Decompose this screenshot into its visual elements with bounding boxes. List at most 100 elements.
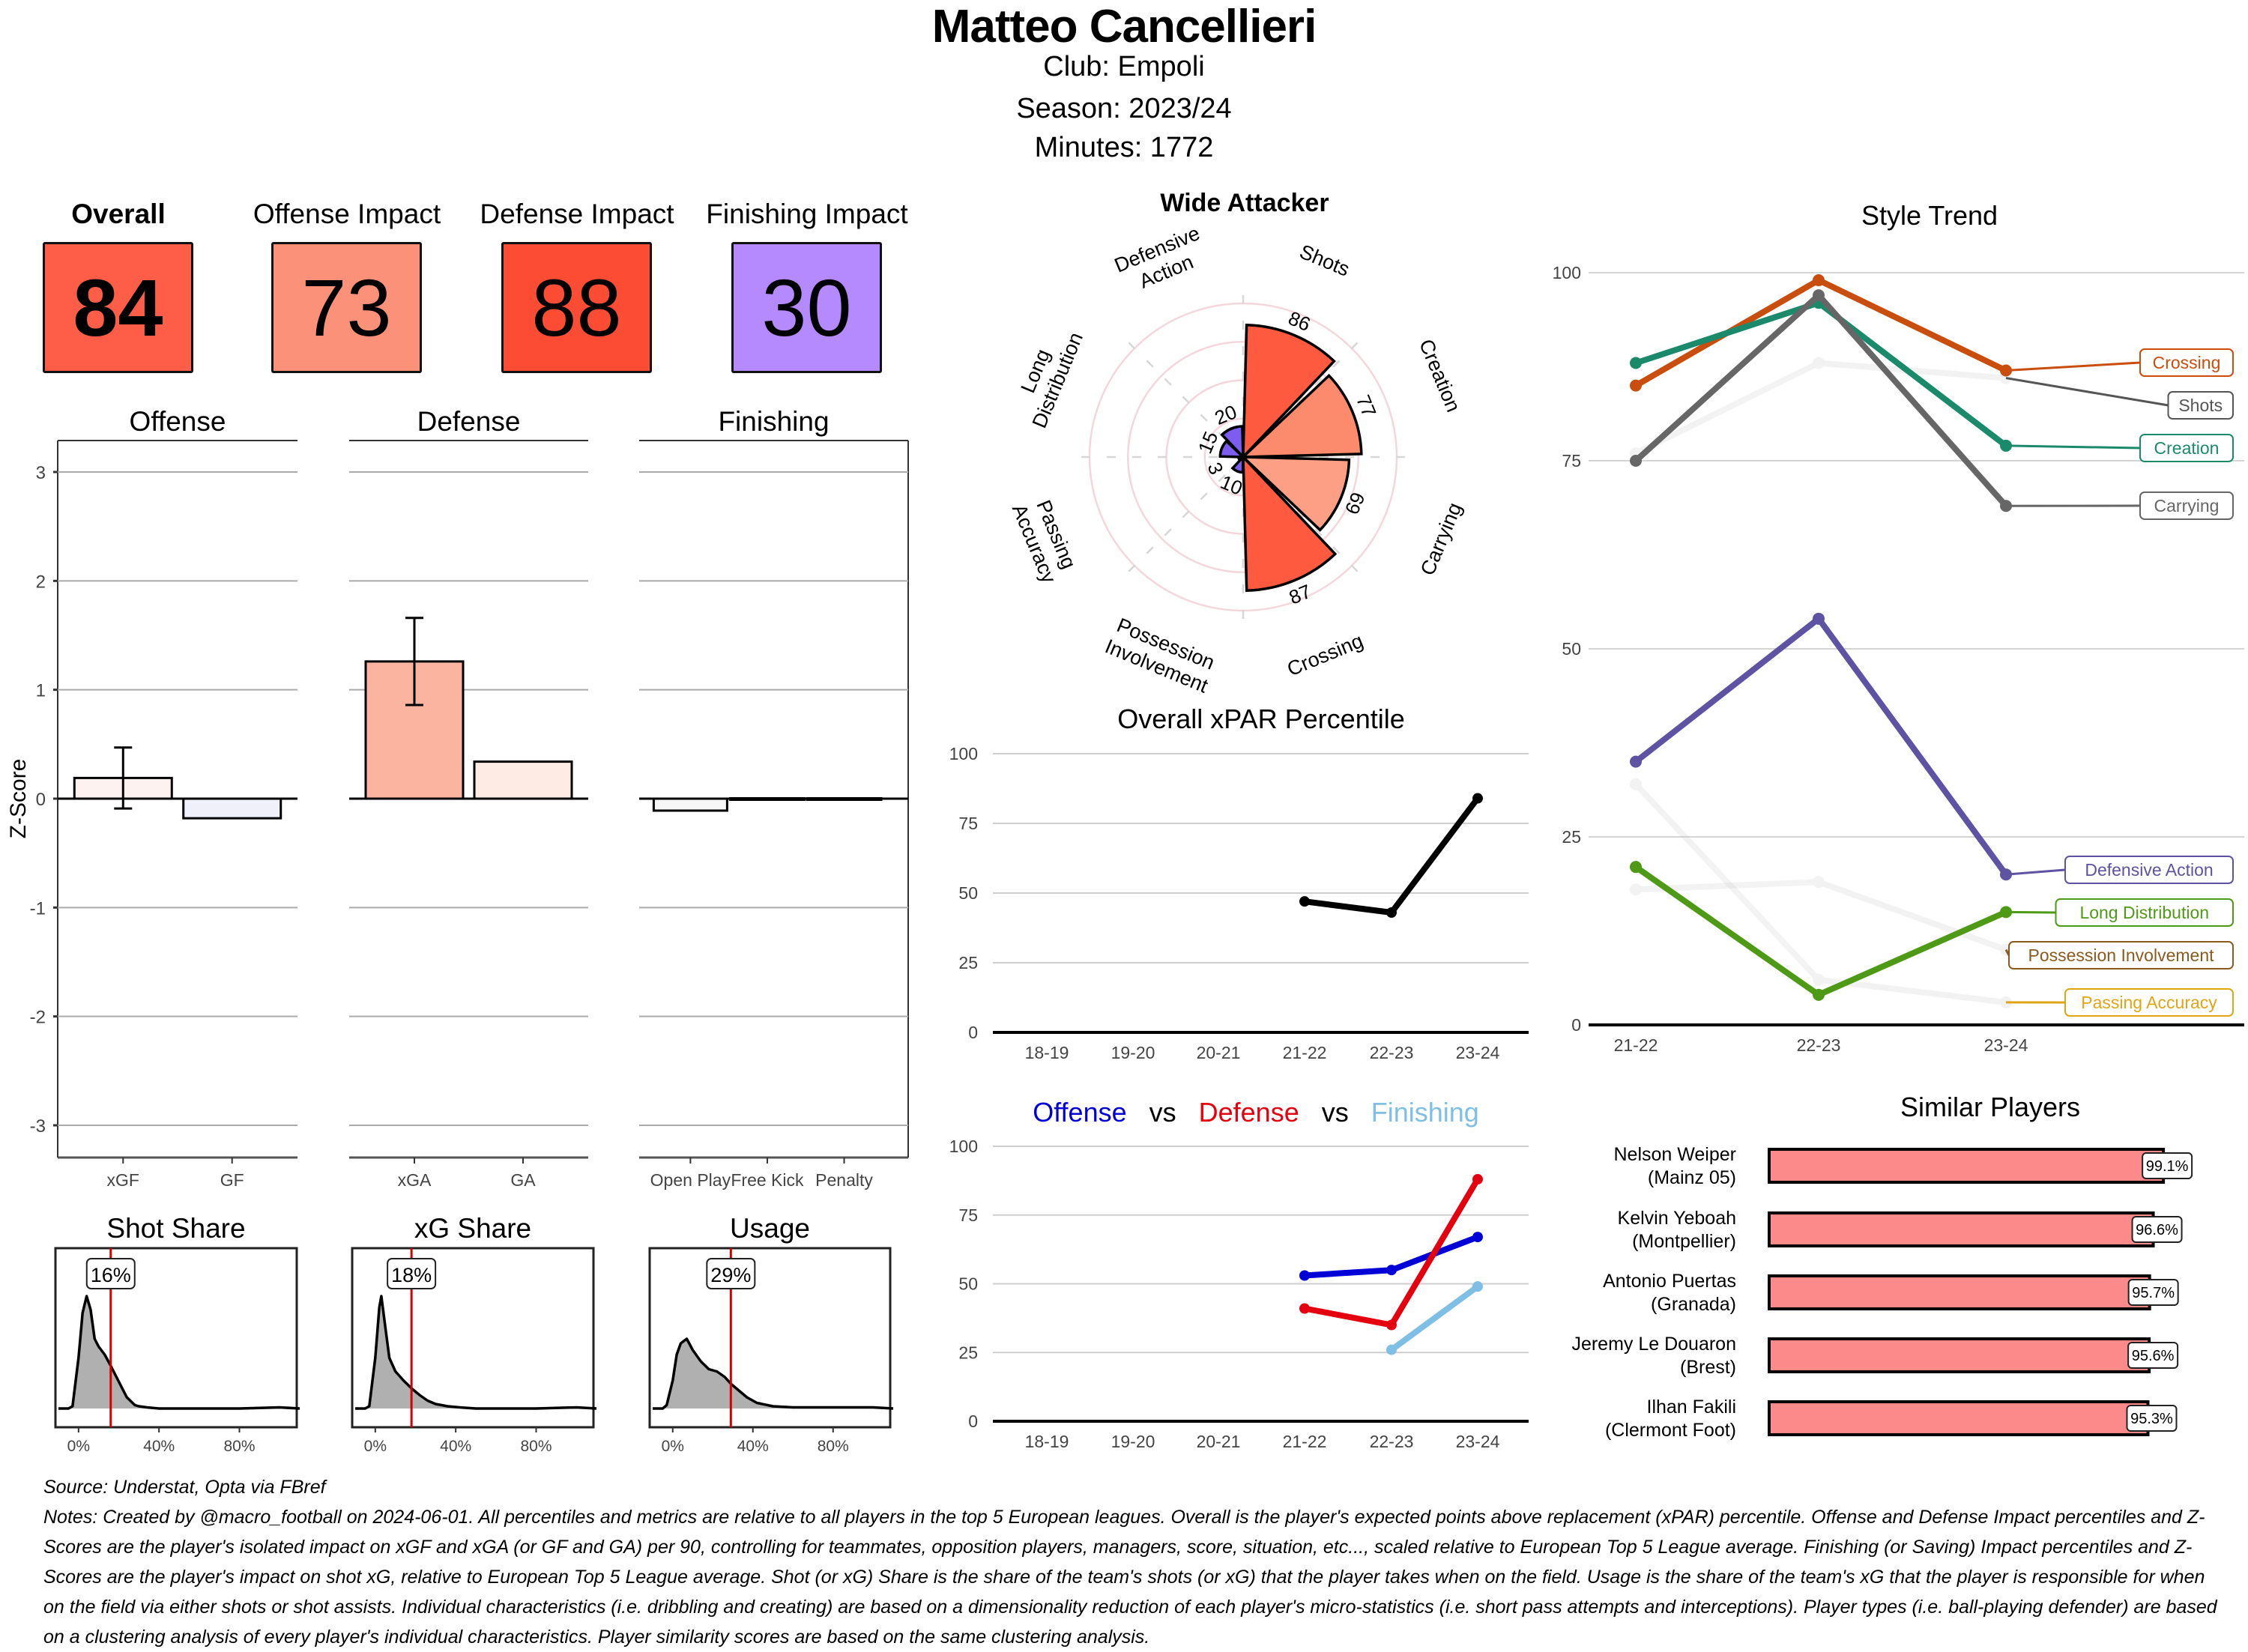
y-tick-label: 50 — [958, 883, 978, 903]
panel-title: xG Share — [414, 1213, 531, 1244]
y-tick-label: 25 — [958, 953, 978, 972]
label-leader — [2006, 363, 2140, 371]
player-club: (Montpellier) — [1632, 1231, 1736, 1252]
bar-open-play — [653, 799, 727, 811]
data-point — [1813, 289, 1825, 301]
series-offense — [1299, 1232, 1483, 1280]
label-leader — [2006, 446, 2140, 448]
title-part-finishing: Finishing — [1349, 1097, 1479, 1128]
data-point — [1386, 1345, 1397, 1355]
y-tick-label: 25 — [1562, 827, 1581, 847]
similarity-bar — [1769, 1276, 2150, 1309]
data-point — [1472, 1281, 1483, 1292]
x-tick-label: 22-23 — [1797, 1035, 1841, 1055]
y-tick-label: 100 — [949, 744, 978, 763]
series-label-passing-accuracy: Passing Accuracy — [2006, 989, 2233, 1016]
data-point — [1386, 907, 1397, 918]
y-tick-label: 75 — [958, 814, 978, 833]
series-line — [1392, 1286, 1478, 1349]
label-text: Carrying — [2154, 496, 2220, 515]
player-name: Nelson Weiper — [1613, 1144, 1736, 1165]
similar-player-row: Jeremy Le Douaron(Brest)95.6% — [1571, 1334, 2178, 1378]
data-point — [1299, 1270, 1310, 1280]
series-label-long-distribution: Long Distribution — [2006, 899, 2233, 926]
x-tick-label: 20-21 — [1197, 1432, 1241, 1451]
similarity-bar — [1769, 1213, 2154, 1246]
similarity-bar — [1769, 1339, 2149, 1372]
impact-trend-chart: Offense vs Defense vs Finishing025507510… — [949, 1097, 1529, 1451]
x-tick-label: GA — [510, 1170, 536, 1190]
data-point — [1630, 455, 1642, 467]
series-label-creation: Creation — [2006, 435, 2233, 462]
radar-category-text: Crossing — [1284, 629, 1366, 680]
data-point — [1813, 613, 1825, 625]
title-part-offense: Offense — [1033, 1097, 1126, 1128]
y-tick-label: -1 — [30, 898, 46, 919]
x-tick-label: xGA — [398, 1170, 432, 1190]
label-leader — [2006, 870, 2065, 874]
radar-value-label: 87 — [1286, 580, 1314, 609]
bar-ga — [474, 762, 572, 799]
y-tick-label: 2 — [36, 572, 46, 592]
y-tick-label: 0 — [36, 790, 46, 810]
data-point — [1630, 778, 1642, 790]
data-point — [1299, 1304, 1310, 1314]
label-text: Long Distribution — [2079, 903, 2209, 922]
similarity-bar — [1769, 1402, 2148, 1435]
data-point — [1813, 274, 1825, 286]
radar-value-label: 15 — [1194, 428, 1223, 456]
similarity-value: 99.1% — [2146, 1158, 2189, 1175]
series-label-possession-involvement: Possession Involvement — [2006, 942, 2233, 969]
series-line — [1305, 799, 1478, 913]
similar-player-row: Nelson Weiper(Mainz 05)99.1% — [1613, 1144, 2192, 1188]
series-overall-xpar — [1299, 793, 1483, 919]
series-possession-involvement — [1630, 876, 2012, 955]
radar-category-label: Crossing — [1284, 629, 1366, 680]
label-text: Shots — [2178, 396, 2223, 415]
y-tick-label: 100 — [1553, 263, 1581, 282]
bar-gf — [184, 799, 281, 818]
y-tick-label: 100 — [949, 1137, 978, 1156]
similar-player-row: Ilhan Fakili(Clermont Foot)95.3% — [1605, 1397, 2177, 1441]
data-point — [1386, 1265, 1397, 1275]
x-tick-label: 40% — [737, 1438, 769, 1455]
y-tick-label: 0 — [968, 1412, 978, 1431]
label-leader — [2006, 912, 2056, 913]
marker-label: 29% — [710, 1264, 751, 1286]
y-tick-label: 50 — [958, 1274, 978, 1294]
x-tick-label: Penalty — [815, 1170, 873, 1190]
density-area — [653, 1339, 893, 1409]
x-tick-label: 0% — [364, 1438, 387, 1455]
series-label-crossing: Crossing — [2006, 349, 2233, 376]
y-tick-label: 75 — [1562, 451, 1581, 471]
x-tick-label: 40% — [440, 1438, 471, 1455]
x-tick-label: 21-22 — [1283, 1432, 1327, 1451]
x-tick-label: Open Play — [650, 1170, 731, 1190]
y-tick-label: 3 — [36, 463, 46, 483]
chart-title: Offense vs Defense vs Finishing — [1033, 1097, 1479, 1128]
marker-label: 16% — [91, 1264, 131, 1286]
radar-category-text: Shots — [1296, 240, 1353, 281]
x-tick-label: GF — [220, 1170, 244, 1190]
x-tick-label: 19-20 — [1111, 1043, 1155, 1062]
label-text: Defensive Action — [2085, 860, 2213, 880]
similarity-value: 95.7% — [2132, 1285, 2175, 1301]
data-point — [1386, 1320, 1397, 1331]
chart-title: Style Trend — [1861, 200, 1998, 231]
x-tick-label: 80% — [223, 1438, 255, 1455]
player-club: (Clermont Foot) — [1605, 1420, 1736, 1441]
label-text: Passing Accuracy — [2081, 993, 2217, 1012]
data-point — [1630, 861, 1642, 873]
